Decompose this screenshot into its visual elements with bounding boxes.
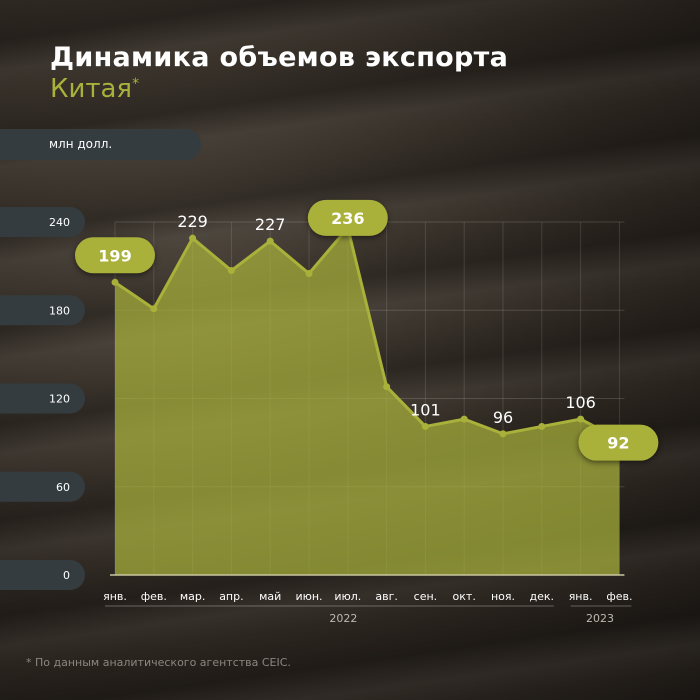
y-tick-pill (0, 560, 85, 590)
x-tick-label: янв. (569, 590, 593, 603)
subtitle-text: Китая (50, 74, 133, 104)
value-label-pill (578, 424, 659, 461)
data-point (460, 415, 468, 423)
data-point (150, 305, 158, 313)
value-label: 236 (331, 209, 364, 228)
value-label: 92 (607, 434, 629, 453)
y-tick-label: 180 (49, 304, 70, 317)
x-tick-label: дек. (530, 590, 555, 603)
data-point (538, 422, 546, 430)
y-tick-pill (0, 207, 85, 237)
chart-title: Динамика объемов экспорта (50, 42, 509, 73)
unit-label: млн долл. (49, 137, 113, 151)
value-label: 106 (565, 393, 596, 412)
value-label-pill (75, 237, 155, 274)
data-point (577, 415, 585, 423)
y-tick-label: 240 (49, 216, 70, 229)
chart-subtitle: Китая* (50, 74, 139, 104)
x-tick-label: апр. (219, 590, 243, 603)
year-label: 2023 (586, 612, 614, 625)
x-tick-label: окт. (453, 590, 476, 603)
x-tick-label: мар. (180, 590, 206, 603)
data-line (114, 226, 621, 442)
x-tick-label: сен. (414, 590, 438, 603)
data-point (499, 430, 507, 438)
footnote-mark: * (132, 76, 140, 92)
x-tick-label: июн. (295, 590, 322, 603)
data-point (227, 267, 235, 275)
y-tick-label: 60 (56, 481, 70, 494)
year-label: 2022 (329, 612, 357, 625)
value-label-pill (307, 199, 388, 236)
value-label: 229 (177, 212, 208, 231)
x-tick-label: янв. (103, 590, 127, 603)
area-fill (115, 227, 620, 575)
x-tick-label: авг. (375, 590, 398, 603)
data-point (266, 237, 274, 245)
data-point (189, 234, 197, 242)
value-label: 227 (255, 215, 286, 234)
y-tick-pill (0, 383, 85, 414)
y-tick-label: 120 (49, 393, 70, 406)
x-tick-label: фев. (141, 590, 167, 603)
x-tick-label: май (259, 590, 281, 603)
value-label: 96 (493, 408, 513, 427)
data-point (421, 422, 429, 430)
unit-label-pill: млн долл. (0, 129, 201, 160)
x-tick-label: ноя. (491, 590, 515, 603)
x-tick-label: июл. (334, 590, 361, 603)
x-tick-label: фев. (606, 590, 632, 603)
data-point (383, 383, 391, 391)
y-tick-label: 0 (63, 569, 70, 582)
data-point (305, 269, 313, 277)
y-tick-pill (0, 295, 85, 326)
value-label: 199 (98, 246, 131, 265)
value-label: 101 (410, 400, 441, 419)
y-tick-pill (0, 471, 85, 502)
data-point (111, 278, 119, 286)
footnote: * По данным аналитического агентства CEI… (26, 656, 291, 669)
